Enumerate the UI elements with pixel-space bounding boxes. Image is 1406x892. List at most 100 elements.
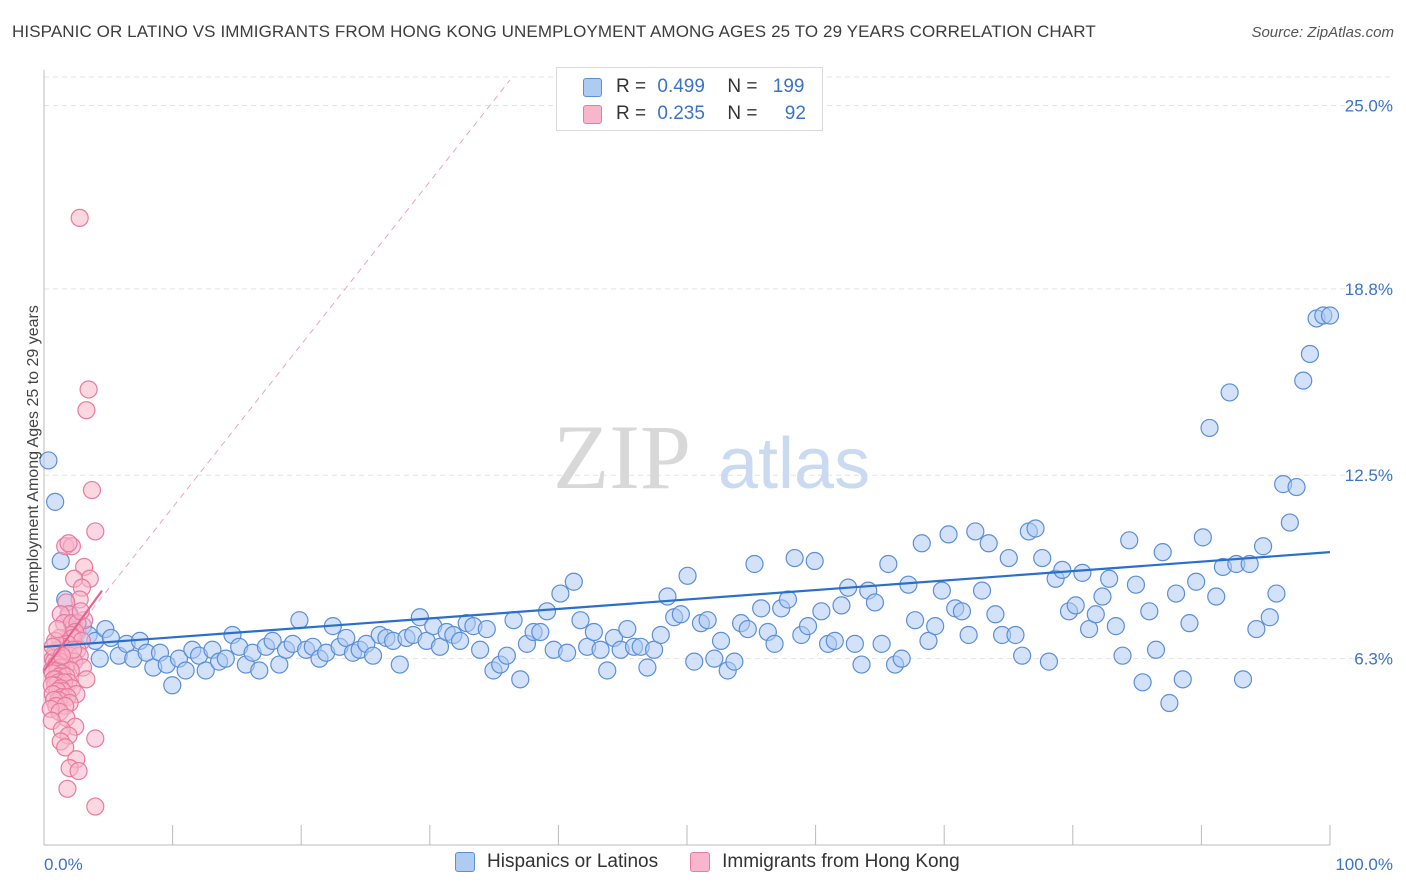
point-hispanics [1100,569,1119,588]
point-hongkong [79,380,98,399]
point-hispanics [879,554,898,574]
watermark: ZIP atlas [553,406,870,508]
point-hongkong [56,738,75,757]
point-hispanics [939,525,958,544]
point-hispanics [725,652,744,671]
point-hispanics [337,628,356,648]
point-hispanics [785,548,804,568]
legend-label-hispanics: Hispanics or Latinos [487,851,659,872]
point-hispanics [1006,625,1025,645]
legend-swatch-blue [583,77,602,97]
point-hispanics [1033,548,1052,568]
trend-hongkong [43,589,103,672]
point-hispanics [658,587,677,606]
x-tick-label: 0.0% [44,855,83,874]
series-legend: Hispanics or Latinos Immigrants from Hon… [455,851,992,873]
legend-item-hispanics[interactable]: Hispanics or Latinos [455,851,658,873]
legend-n-value: 199 [772,76,805,97]
point-hispanics [752,599,771,618]
point-hispanics [952,602,972,621]
legend-r-value: 0.499 [657,76,705,97]
point-hispanics [1106,617,1125,636]
point-hispanics [46,492,65,511]
point-hongkong [69,761,88,781]
point-hispanics [430,637,450,656]
point-hispanics [250,661,269,680]
point-hispanics [1066,596,1085,615]
point-hispanics [1187,572,1206,591]
legend-row-hongkong: R = 0.235 N = 92 [583,102,806,126]
point-hispanics [805,551,824,571]
legend-item-hongkong[interactable]: Immigrants from Hong Kong [690,851,960,873]
point-hispanics [1113,646,1132,665]
point-hispanics [1073,563,1092,582]
legend-swatch-blue [455,852,475,872]
point-hispanics [618,619,637,639]
point-hispanics [999,548,1018,568]
point-hispanics [972,581,992,600]
point-hispanics [765,634,784,653]
point-hispanics [1253,537,1273,556]
point-hispanics [551,584,570,603]
watermark-atlas: atlas [718,424,870,504]
point-hispanics [290,611,309,630]
point-hispanics [557,643,577,662]
point-hispanics [1280,513,1299,532]
point-hispanics [1126,575,1146,594]
legend-n-value: 92 [784,103,806,124]
point-hongkong [59,534,78,553]
point-hispanics [270,655,289,674]
point-hongkong [70,208,89,228]
y-axis-label: Unemployment Among Ages 25 to 29 years [25,305,42,613]
point-hispanics [1093,587,1112,606]
point-hispanics [1320,306,1340,325]
reference-diagonal-line [43,79,511,671]
point-hispanics [651,625,670,645]
point-hispanics [1013,646,1032,665]
point-hispanics [986,605,1005,624]
legend-swatch-pink [583,104,602,124]
point-hispanics [966,522,985,541]
point-hispanics [845,634,864,653]
point-hispanics [825,631,844,650]
legend-label-hongkong: Immigrants from Hong Kong [722,851,960,872]
point-hispanics [1267,584,1286,603]
point-hispanics [979,534,998,553]
point-hispanics [798,617,818,636]
point-hispanics [263,631,282,650]
point-hispanics [832,596,851,615]
point-hispanics [1207,587,1226,606]
point-hispanics [678,566,697,585]
point-hispanics [410,608,429,627]
point-hongkong [58,779,77,798]
legend-n-label: N = [727,103,758,124]
point-hispanics [959,625,978,645]
y-tick-label: 6.3% [1354,650,1393,669]
y-tick-labels: 6.3% 12.5% 18.8% 25.0% [1345,96,1393,668]
point-hispanics [738,619,757,639]
point-hispanics [812,602,831,621]
point-hispanics [1153,543,1172,562]
point-hispanics [1053,560,1072,580]
source-label: Source: ZipAtlas.com [1251,24,1394,41]
series-hongkong-points [41,208,105,816]
point-hispanics [216,649,235,668]
point-hispanics [176,661,195,680]
point-hispanics [926,617,945,636]
y-tick-label: 12.5% [1345,466,1393,485]
x-tick-labels: 0.0% 100.0% [44,855,1393,874]
point-hispanics [1233,670,1253,689]
point-hispanics [865,593,885,612]
point-hongkong [82,480,102,500]
point-hispanics [1086,605,1105,624]
point-hispanics [1200,418,1219,438]
x-tick-label: 100.0% [1335,855,1393,874]
legend-n-label: N = [727,76,758,97]
point-hispanics [1173,670,1192,689]
point-hispanics [497,646,516,665]
point-hispanics [905,611,925,630]
point-hispanics [705,649,724,668]
point-hongkong [77,401,96,420]
point-hispanics [1026,519,1045,538]
